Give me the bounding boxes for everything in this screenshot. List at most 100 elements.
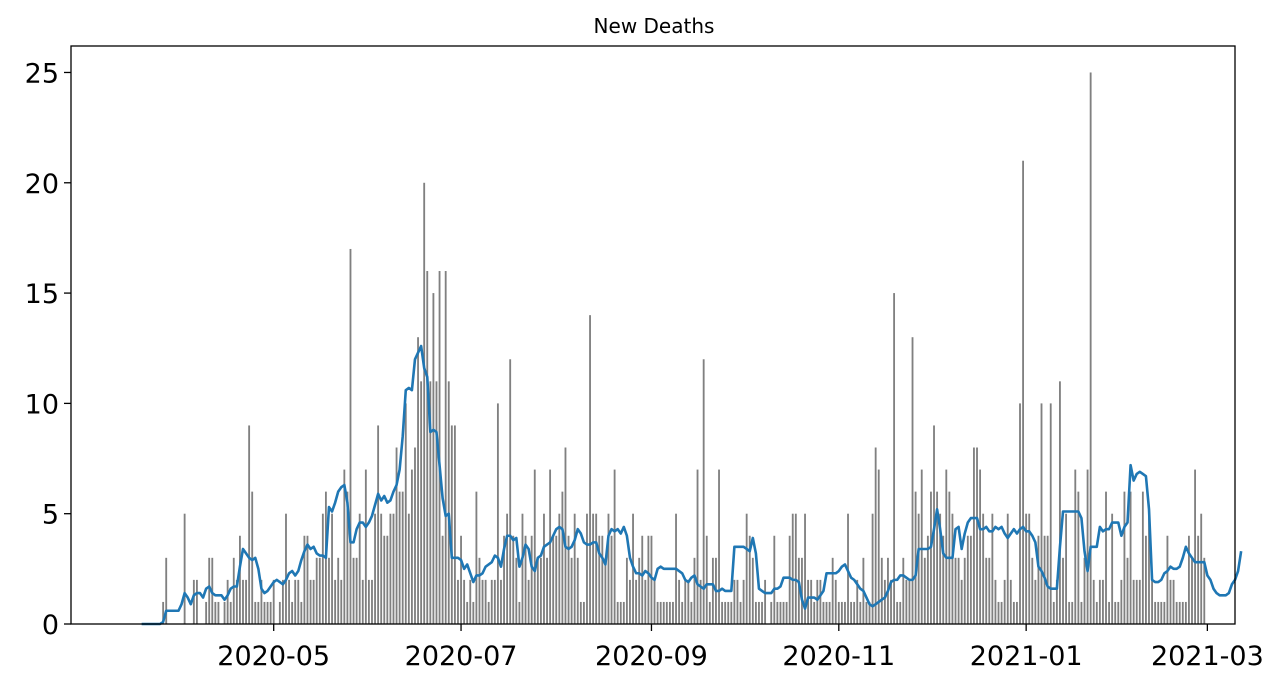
bar [859,601,862,624]
bar [340,579,343,624]
bar [223,601,226,624]
bar [668,601,671,624]
bar [1037,535,1040,624]
bar [349,248,352,624]
bar [165,557,168,624]
bar [690,601,693,624]
bar [426,271,429,624]
bar [988,557,991,624]
bar [893,293,896,624]
bar [469,579,472,624]
bar [742,579,745,624]
bar [1055,579,1058,624]
bar [257,601,260,624]
bar [407,513,410,624]
bar [1157,601,1160,624]
bar [214,601,217,624]
bar [779,601,782,624]
bar [496,403,499,624]
bar [902,557,905,624]
bar [877,469,880,624]
bar [343,469,346,624]
bar [687,579,690,624]
bar [610,535,613,624]
bar [392,513,395,624]
bar [1141,491,1144,624]
bar [1166,535,1169,624]
bar [374,513,376,624]
bar [417,337,419,624]
bar [309,579,312,624]
bar [1160,601,1163,624]
bar [239,535,241,624]
bar [432,293,435,624]
bar [831,557,834,624]
bar [905,579,908,624]
bar [613,469,616,624]
bar [245,579,247,624]
bar [647,535,650,624]
bar [1120,579,1123,624]
bar [773,535,776,624]
bar [672,601,674,624]
bar [936,491,939,624]
bar [192,579,195,624]
bar [493,579,496,624]
bar [481,579,484,624]
bar [266,601,269,624]
bar [985,557,988,624]
bar [739,601,742,624]
bar [844,601,846,624]
bar [420,381,423,624]
bar [1003,579,1006,624]
bar [625,557,628,624]
bar [217,601,220,624]
y-tick-label: 20 [25,169,59,200]
bar [475,491,478,624]
bar [794,513,797,624]
bar [880,557,883,624]
bar [1151,579,1153,624]
bar [917,513,920,624]
bar [549,469,552,624]
bar [638,557,641,624]
bar [518,601,521,624]
bar [782,601,785,624]
bar [874,447,877,624]
bar [530,535,533,624]
bar [383,535,386,624]
bar [367,579,370,624]
bar [331,513,333,624]
bar [478,557,481,624]
bar [1145,535,1147,624]
bar [576,557,579,624]
bar [377,425,380,624]
bar [1034,579,1037,624]
line-layer [141,344,1243,626]
bar [232,557,235,624]
bar [297,579,300,624]
bar [979,469,982,624]
x-axis: 2020-05 2020-07 2020-09 2020-11 2021-01 2021-… [217,624,1264,672]
bar [1191,557,1193,624]
bar [1022,160,1024,624]
bar [653,579,656,624]
bar [837,601,840,624]
bar [248,425,251,624]
bar [730,601,733,624]
bar [162,601,165,624]
bar [1181,601,1184,624]
bar [589,315,591,624]
bar [708,601,711,624]
bar [991,513,994,624]
bar [629,579,631,624]
bar [555,535,558,624]
bar [288,579,290,624]
y-tick-label: 15 [25,279,59,310]
bar [226,579,229,624]
bar [512,535,515,624]
bar [1178,601,1181,624]
bar [785,601,788,624]
bar [1138,579,1141,624]
bar [966,535,969,624]
